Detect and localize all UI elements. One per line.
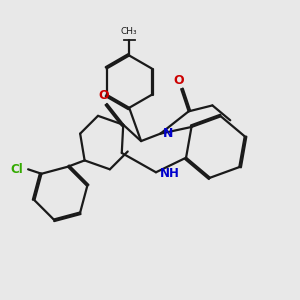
Text: CH₃: CH₃ [121,28,137,37]
Text: NH: NH [160,167,179,180]
Text: O: O [173,74,184,87]
Text: Cl: Cl [10,163,23,176]
Text: O: O [98,88,109,102]
Text: N: N [164,127,174,140]
